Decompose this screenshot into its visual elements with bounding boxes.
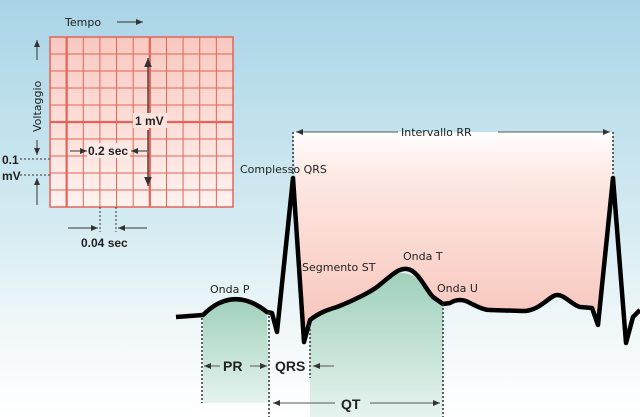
u-wave-label: Onda U [437,282,478,295]
t-wave-label: Onda T [403,250,443,263]
voltage-label: Voltaggio [31,80,44,132]
p-wave-label: Onda P [210,283,250,296]
one-mv-label-bg [133,113,167,128]
ecg-trace [175,175,640,346]
st-segment-label: Segmento ST [302,261,376,274]
ecg-grid-paper [49,36,234,208]
time-label: Tempo [64,16,101,29]
qrs-complex-label: Complesso QRS [240,163,327,176]
point-one-mv-value: 0.1 [2,153,19,167]
qrs-interval-label: QRS [275,358,305,374]
point-one-mv-unit: mV [2,169,21,183]
qt-label: QT [341,396,361,412]
rr-interval-fill [293,132,613,342]
point-two-sec-label: 0.2 sec [88,144,128,158]
point-zero-four-sec-label: 0.04 sec [81,236,128,250]
one-mv-label: 1 mV [135,114,164,128]
t-wave-fill [310,273,443,417]
rr-interval-label: Intervallo RR [401,126,472,139]
p-wave-fill [203,299,269,403]
pr-label: PR [223,358,242,374]
point-two-sec-label-bg [87,143,130,158]
